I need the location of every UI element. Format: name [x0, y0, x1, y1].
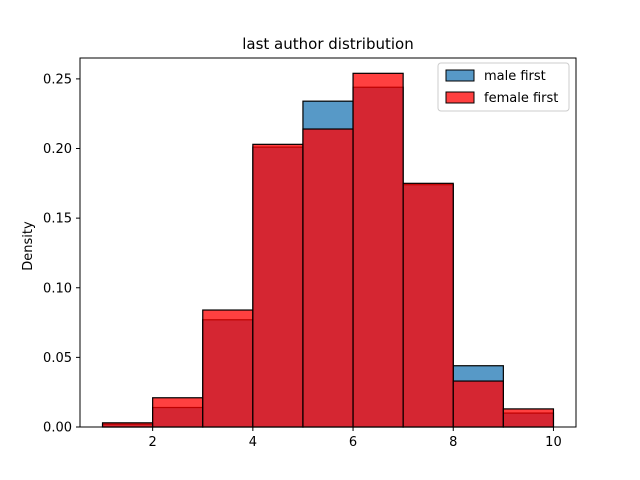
bar: [402, 182, 454, 428]
bar: [252, 143, 304, 428]
x-tick-label: 10: [545, 435, 562, 450]
y-axis: 0.00 0.05 0.10 0.15 0.20 0.25: [43, 72, 80, 436]
y-axis-title: Density: [21, 221, 36, 271]
y-tick-label: 0.25: [43, 72, 72, 87]
y-tick-label: 0.20: [43, 142, 72, 157]
y-tick-label: 0.15: [43, 212, 72, 227]
x-axis: 2 4 6 8 10: [149, 427, 562, 450]
legend-label: female first: [484, 91, 558, 106]
bar: [502, 408, 555, 428]
plot-frame: [79, 57, 577, 428]
chart-title: last author distribution: [242, 35, 414, 53]
bar: [352, 72, 404, 428]
legend: male first female first: [437, 62, 570, 112]
bar: [101, 422, 154, 428]
legend-label: male first: [484, 69, 546, 84]
legend-swatch: [445, 69, 475, 82]
bar: [452, 380, 504, 428]
bar: [152, 397, 204, 428]
series-female-first: [101, 72, 555, 428]
y-tick-label: 0.05: [43, 351, 72, 366]
legend-swatch: [445, 91, 475, 104]
x-tick-label: 8: [449, 435, 457, 450]
bars-layer: [101, 72, 555, 428]
x-tick-label: 2: [149, 435, 157, 450]
bar: [302, 128, 354, 428]
x-tick-label: 6: [349, 435, 357, 450]
x-tick-label: 4: [249, 435, 257, 450]
y-tick-label: 0.00: [43, 421, 72, 436]
bar: [202, 309, 254, 428]
y-tick-label: 0.10: [43, 281, 72, 296]
